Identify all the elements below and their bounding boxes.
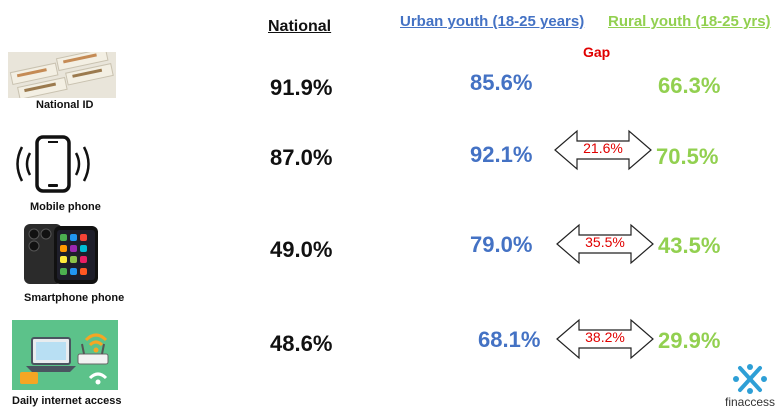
urban-youth-header: Urban youth (18-25 years) [400, 13, 585, 30]
rural-value-daily-internet: 29.9% [658, 328, 721, 353]
row-label-daily-internet: Daily internet access [12, 395, 122, 407]
national-value-smartphone: 49.0% [270, 237, 333, 262]
row-label-smartphone: Smartphone phone [24, 292, 125, 304]
gap-arrow-daily-internet: 38.2% [555, 317, 655, 361]
national-id-cards-image [8, 47, 116, 100]
urban-value-mobile-phone: 92.1% [470, 142, 533, 167]
gap-value-mobile-phone: 21.6% [583, 140, 623, 156]
gap-arrow-smartphone: 35.5% [555, 222, 655, 266]
smartphone-icon [22, 222, 100, 286]
urban-value-national-id: 85.6% [470, 70, 533, 95]
mobile-phone-icon [14, 135, 92, 193]
finaccess-logo-text: finaccess [724, 395, 776, 409]
rural-value-smartphone: 43.5% [658, 233, 721, 258]
gap-value-smartphone: 35.5% [585, 234, 625, 250]
gap-header: Gap [583, 44, 611, 60]
rural-value-national-id: 66.3% [658, 73, 721, 98]
gap-value-daily-internet: 38.2% [585, 329, 625, 345]
rural-youth-header: Rural youth (18-25 yrs) [608, 13, 771, 30]
urban-value-daily-internet: 68.1% [478, 327, 541, 352]
internet-access-illustration [12, 320, 118, 390]
finaccess-logo: finaccess [722, 362, 778, 412]
urban-value-smartphone: 79.0% [470, 232, 533, 257]
national-value-mobile-phone: 87.0% [270, 145, 333, 170]
national-value-daily-internet: 48.6% [270, 331, 333, 356]
national-header: National [268, 18, 332, 35]
rural-value-mobile-phone: 70.5% [656, 144, 719, 169]
gap-arrow-mobile-phone: 21.6% [553, 128, 653, 172]
national-value-national-id: 91.9% [270, 75, 333, 100]
row-label-mobile-phone: Mobile phone [30, 201, 101, 213]
row-label-national-id: National ID [36, 99, 94, 111]
